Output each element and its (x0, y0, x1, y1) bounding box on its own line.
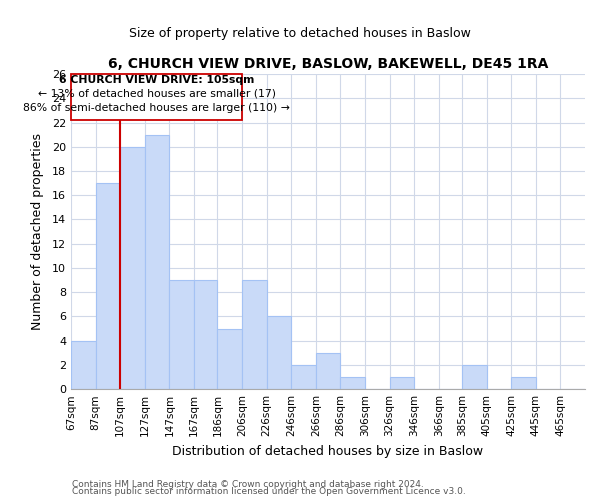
Bar (145, 134, 169, 389)
Bar (194, 280, 217, 389)
Title: 6, CHURCH VIEW DRIVE, BASLOW, BAKEWELL, DE45 1RA: 6, CHURCH VIEW DRIVE, BASLOW, BAKEWELL, … (108, 58, 548, 71)
Bar (511, 377, 536, 389)
Text: Contains public sector information licensed under the Open Government Licence v3: Contains public sector information licen… (72, 487, 466, 496)
Bar (340, 377, 365, 389)
Bar (316, 353, 340, 389)
Bar (291, 365, 316, 389)
Text: Size of property relative to detached houses in Baslow: Size of property relative to detached ho… (129, 28, 471, 40)
Bar (217, 328, 242, 389)
Bar (169, 280, 194, 389)
Bar (120, 147, 145, 389)
Y-axis label: Number of detached properties: Number of detached properties (31, 133, 44, 330)
Bar (71, 74, 242, 120)
Text: ← 13% of detached houses are smaller (17): ← 13% of detached houses are smaller (17… (38, 88, 275, 99)
Text: Contains HM Land Registry data © Crown copyright and database right 2024.: Contains HM Land Registry data © Crown c… (72, 480, 424, 489)
Bar (266, 316, 291, 389)
X-axis label: Distribution of detached houses by size in Baslow: Distribution of detached houses by size … (172, 444, 484, 458)
Bar (462, 365, 487, 389)
Bar (71, 340, 96, 389)
Text: 6 CHURCH VIEW DRIVE: 105sqm: 6 CHURCH VIEW DRIVE: 105sqm (59, 74, 254, 85)
Bar (389, 377, 414, 389)
Text: 86% of semi-detached houses are larger (110) →: 86% of semi-detached houses are larger (… (23, 103, 290, 113)
Bar (96, 183, 120, 389)
Bar (242, 280, 266, 389)
